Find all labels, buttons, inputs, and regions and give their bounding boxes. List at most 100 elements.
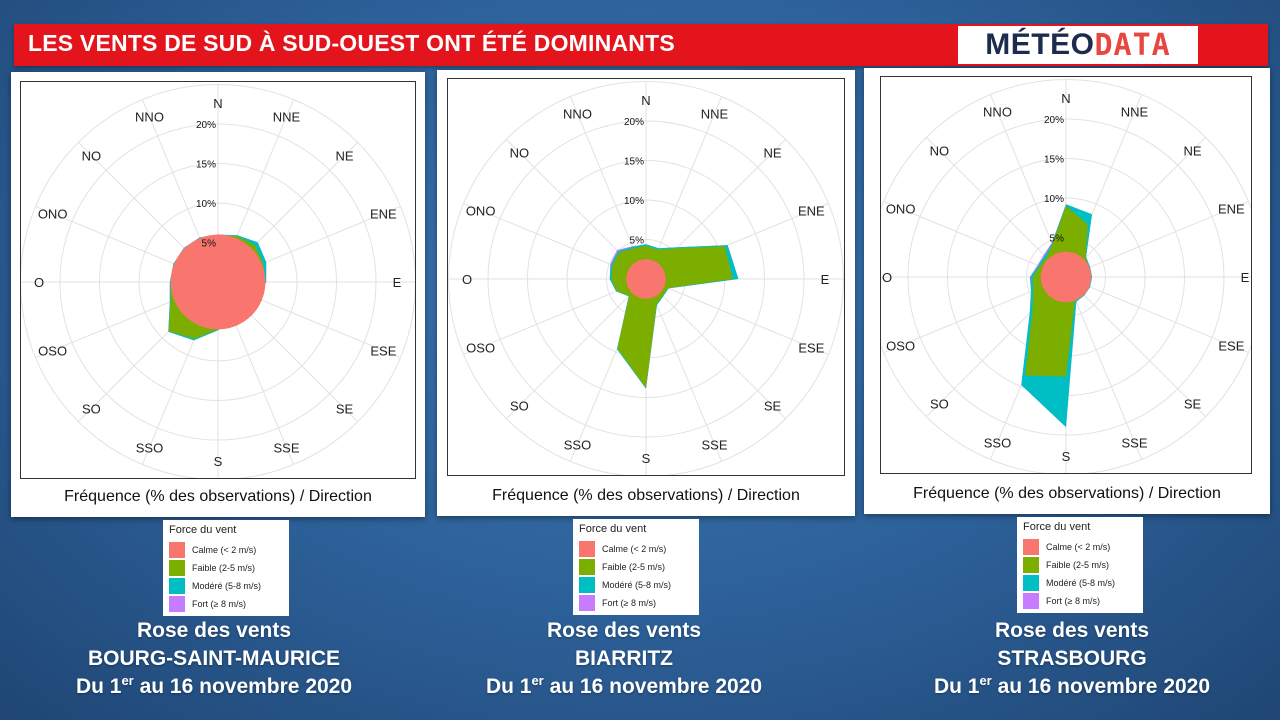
direction-label: SO [510, 399, 529, 414]
wind-force-legend: Force du vent Calme (< 2 m/s) Faible (2-… [573, 519, 699, 615]
direction-label: NO [930, 143, 950, 158]
direction-label: S [214, 454, 223, 469]
direction-label: SSE [1121, 435, 1147, 450]
radial-tick-label: 15% [196, 160, 216, 171]
legend-label: Faible (2-5 m/s) [1046, 559, 1110, 570]
station-caption-biarritz: Rose des vents BIARRITZ Du 1er au 16 nov… [414, 617, 834, 701]
station-caption-strasbourg: Rose des vents STRASBOURG Du 1er au 16 n… [862, 617, 1280, 701]
legend-label: Modéré (5-8 m/s) [1046, 577, 1116, 588]
chart-caption: Fréquence (% des observations) / Directi… [64, 488, 372, 505]
radial-tick-label: 10% [1044, 194, 1064, 205]
caption-line-period: Du 1er au 16 novembre 2020 [933, 673, 1211, 698]
legend-item-calme: Calme (< 2 m/s) [1023, 538, 1110, 555]
direction-label: SO [930, 397, 949, 412]
direction-label: NNO [135, 110, 164, 125]
chart-caption: Fréquence (% des observations) / Directi… [913, 485, 1221, 502]
legend-item-modere: Modéré (5-8 m/s) [579, 576, 671, 593]
wind-rose-bourg: 5% 10% 15% 20% N NNE NE ENE E ESE SE SSE S SSO SO OSO O O… [21, 84, 415, 478]
legend-swatch [1023, 556, 1039, 573]
direction-label: ENE [1218, 201, 1245, 216]
direction-label: N [641, 93, 650, 108]
meteodata-logo: MÉTÉO DATA [958, 26, 1198, 64]
headline-banner: LES VENTS DE SUD À SUD-OUEST ONT ÉTÉ DOM… [14, 24, 1268, 66]
legend-item-faible: Faible (2-5 m/s) [1023, 556, 1109, 573]
calm-circle [1040, 251, 1092, 303]
station-caption-bourg: Rose des vents BOURG-SAINT-MAURICE Du 1e… [4, 617, 424, 701]
direction-label: NNO [563, 107, 592, 122]
direction-label: SSO [136, 440, 163, 455]
direction-label: E [821, 272, 830, 287]
legend-label: Calme (< 2 m/s) [192, 544, 257, 555]
grid-spoke [645, 278, 829, 356]
legend-swatch [579, 540, 595, 557]
legend-item-fort: Fort (≥ 8 m/s) [579, 594, 656, 611]
direction-label: E [1241, 270, 1250, 285]
direction-label: NNE [701, 107, 729, 122]
chart-panel-strasbourg: 5% 10% 15% 20% N NNE NE ENE E ESE SE SSE S SSO SO OSO O O… [864, 68, 1270, 514]
radial-tick-label: 20% [196, 120, 216, 131]
wind-rose-biarritz: 5% 10% 15% 20% N NNE NE ENE E ESE SE SSE S SSO SO OSO O O… [448, 81, 844, 475]
radial-tick-label: 5% [630, 236, 645, 247]
legend-label: Fort (≥ 8 m/s) [192, 598, 246, 609]
direction-label: ONO [886, 201, 916, 216]
direction-label: OSO [38, 344, 67, 359]
legend-item-modere: Modéré (5-8 m/s) [1023, 574, 1115, 591]
grid-spoke [1065, 200, 1249, 278]
direction-label: SSE [701, 437, 727, 452]
logo-text-data: DATA [1094, 27, 1171, 63]
caption-line-rose: Rose des vents [994, 619, 1150, 642]
legend-label: Calme (< 2 m/s) [1046, 541, 1111, 552]
direction-label: NE [336, 148, 354, 163]
legend-label: Fort (≥ 8 m/s) [1046, 595, 1100, 606]
direction-label: O [462, 272, 472, 287]
calm-circle [170, 234, 266, 330]
caption-line-period: Du 1er au 16 novembre 2020 [75, 673, 353, 698]
direction-label: ENE [370, 206, 397, 221]
direction-label: NNE [1121, 105, 1149, 120]
direction-label: S [642, 451, 651, 466]
legend-label: Modéré (5-8 m/s) [602, 579, 672, 590]
legend-swatch [579, 558, 595, 575]
legend-item-fort: Fort (≥ 8 m/s) [1023, 592, 1100, 609]
grid-spoke [1065, 276, 1207, 418]
direction-label: ONO [466, 203, 496, 218]
direction-label: O [882, 270, 892, 285]
rose-plot-area: 5% 10% 15% 20% N NNE NE ENE E ESE SE SSE S SSO SO OSO O O… [20, 81, 416, 479]
direction-label: O [34, 275, 44, 290]
legend-swatch [169, 577, 185, 594]
direction-label: SSO [984, 435, 1011, 450]
radial-tick-label: 20% [1044, 115, 1064, 126]
caption-line-rose: Rose des vents [546, 619, 702, 642]
legend-title: Force du vent [579, 523, 647, 535]
legend-swatch [169, 559, 185, 576]
direction-label: SSE [273, 440, 299, 455]
legend-item-calme: Calme (< 2 m/s) [169, 541, 256, 558]
radial-tick-label: 10% [624, 196, 644, 207]
grid-spoke [1065, 276, 1143, 460]
caption-line-station: STRASBOURG [997, 647, 1147, 670]
chart-caption: Fréquence (% des observations) / Directi… [492, 487, 800, 504]
direction-label: S [1062, 449, 1071, 464]
direction-label: N [213, 96, 222, 111]
direction-label: ESE [798, 341, 824, 356]
legend-swatch [579, 594, 595, 611]
grid-spoke [925, 136, 1067, 278]
direction-label: SE [764, 399, 782, 414]
series-area-1 [611, 245, 733, 388]
direction-label: SE [336, 402, 354, 417]
legend-item-faible: Faible (2-5 m/s) [579, 558, 665, 575]
rose-plot-area: 5% 10% 15% 20% N NNE NE ENE E ESE SE SSE S SSO SO OSO O O… [447, 78, 845, 476]
direction-label: OSO [466, 341, 495, 356]
caption-line-rose: Rose des vents [136, 619, 292, 642]
radial-tick-label: 5% [1050, 234, 1065, 245]
legend-swatch [169, 595, 185, 612]
legend-swatch [1023, 538, 1039, 555]
radial-tick-label: 15% [1044, 155, 1064, 166]
legend-item-faible: Faible (2-5 m/s) [169, 559, 255, 576]
direction-label: NNO [983, 105, 1012, 120]
legend-label: Modéré (5-8 m/s) [192, 580, 262, 591]
wind-force-legend: Force du vent Calme (< 2 m/s) Faible (2-… [163, 520, 289, 616]
legend-title: Force du vent [169, 524, 237, 536]
radial-tick-label: 10% [196, 199, 216, 210]
chart-panel-bourg: 5% 10% 15% 20% N NNE NE ENE E ESE SE SSE S SSO SO OSO O O… [11, 72, 425, 517]
